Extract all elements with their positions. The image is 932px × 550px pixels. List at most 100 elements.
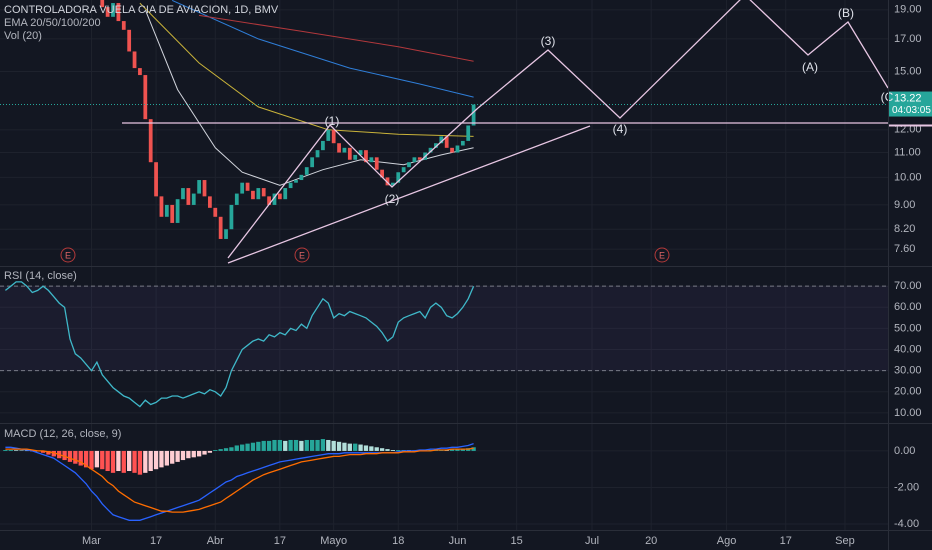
x-tick-label: Abr (207, 535, 224, 547)
wave-projection (477, 0, 888, 119)
candle (439, 136, 444, 144)
histogram-bar (283, 440, 288, 451)
histogram-bar (196, 450, 202, 457)
ema-legend: EMA 20/50/100/200 (4, 17, 101, 29)
candle (299, 174, 304, 181)
histogram-bar (293, 439, 299, 451)
candle (304, 167, 309, 175)
candle (251, 190, 255, 200)
y-tick-label: 20.00 (894, 386, 922, 398)
x-tick-label: 18 (392, 535, 404, 547)
histogram-bar (385, 449, 390, 451)
candle (428, 147, 433, 153)
histogram-bar (369, 446, 374, 451)
candle (342, 147, 347, 153)
candle (283, 188, 288, 200)
y-tick-label: 9.00 (894, 199, 915, 211)
histogram-bar (127, 450, 132, 472)
last-price-label: 13.22 (894, 92, 922, 104)
candle (358, 150, 363, 155)
candle (434, 143, 438, 148)
histogram-bar (89, 450, 94, 470)
wave-label: (A) (802, 60, 818, 74)
last-price-tag (889, 91, 932, 117)
histogram-bar (336, 441, 342, 451)
histogram-bar (347, 443, 352, 451)
candle (170, 204, 175, 223)
volume-legend: Vol (20) (4, 30, 42, 42)
candle (466, 125, 471, 141)
histogram-bar (159, 450, 164, 468)
y-tick-label: -2.00 (894, 481, 919, 493)
histogram-bar (218, 449, 223, 451)
histogram-bar (288, 439, 293, 451)
histogram-bar (78, 450, 83, 466)
rsi-legend: RSI (14, close) (4, 270, 77, 282)
candle (407, 162, 411, 168)
candle (310, 157, 315, 168)
histogram-bar (363, 445, 369, 451)
histogram-bar (164, 450, 169, 466)
candle (148, 119, 153, 163)
histogram-bar (132, 450, 137, 473)
event-marker (654, 247, 670, 263)
ema-line (171, 0, 474, 98)
candle (401, 167, 406, 173)
candle (240, 182, 245, 194)
x-tick-label: 17 (274, 535, 286, 547)
histogram-bar (379, 448, 385, 451)
ema-line (139, 2, 474, 137)
wave-drawings (122, 0, 888, 264)
event-label: E (65, 250, 71, 260)
histogram-bar (277, 439, 283, 451)
y-tick-label: 30.00 (894, 365, 922, 377)
y-tick-label: 8.20 (894, 223, 915, 235)
histogram-bar (261, 440, 266, 451)
histogram-bar (105, 450, 110, 472)
x-tick-label: 17 (150, 535, 162, 547)
candle (229, 204, 234, 230)
rsi-pane (0, 281, 888, 408)
y-tick-label: 11.00 (894, 146, 921, 158)
candle (224, 229, 228, 239)
histogram-bar (51, 450, 56, 457)
candle (218, 216, 223, 239)
rsi-band (0, 286, 888, 371)
candle (417, 157, 422, 160)
candle (412, 157, 417, 163)
candle (164, 204, 169, 217)
histogram-bar (326, 439, 331, 451)
event-marker (294, 247, 310, 263)
macd-legend: MACD (12, 26, close, 9) (4, 428, 121, 440)
histogram-bar (353, 443, 358, 451)
candle (154, 162, 158, 197)
candle (197, 180, 202, 194)
histogram-bar (137, 450, 143, 475)
candle (186, 188, 191, 205)
histogram-bar (19, 450, 24, 451)
ema-line (199, 14, 474, 62)
candle (450, 147, 454, 153)
candle (213, 207, 218, 217)
histogram-bar (175, 450, 180, 462)
candle (337, 143, 341, 153)
histogram-bar (121, 450, 126, 473)
histogram-bar (24, 450, 30, 452)
histogram-bar (13, 450, 19, 451)
histogram-bar (245, 443, 250, 451)
histogram-bar (202, 450, 207, 455)
price-pane (0, 0, 888, 239)
y-tick-label: 70.00 (894, 280, 922, 292)
histogram-bar (396, 450, 401, 451)
x-tick-label: Ago (717, 535, 737, 547)
candle (116, 3, 121, 22)
candle (191, 193, 196, 205)
histogram-bar (374, 447, 379, 451)
histogram-bar (46, 450, 51, 455)
candle (374, 157, 379, 170)
wave-label: (C (881, 90, 894, 104)
candle (390, 182, 395, 186)
histogram-bar (62, 450, 67, 461)
wave-label: (B) (838, 6, 854, 20)
